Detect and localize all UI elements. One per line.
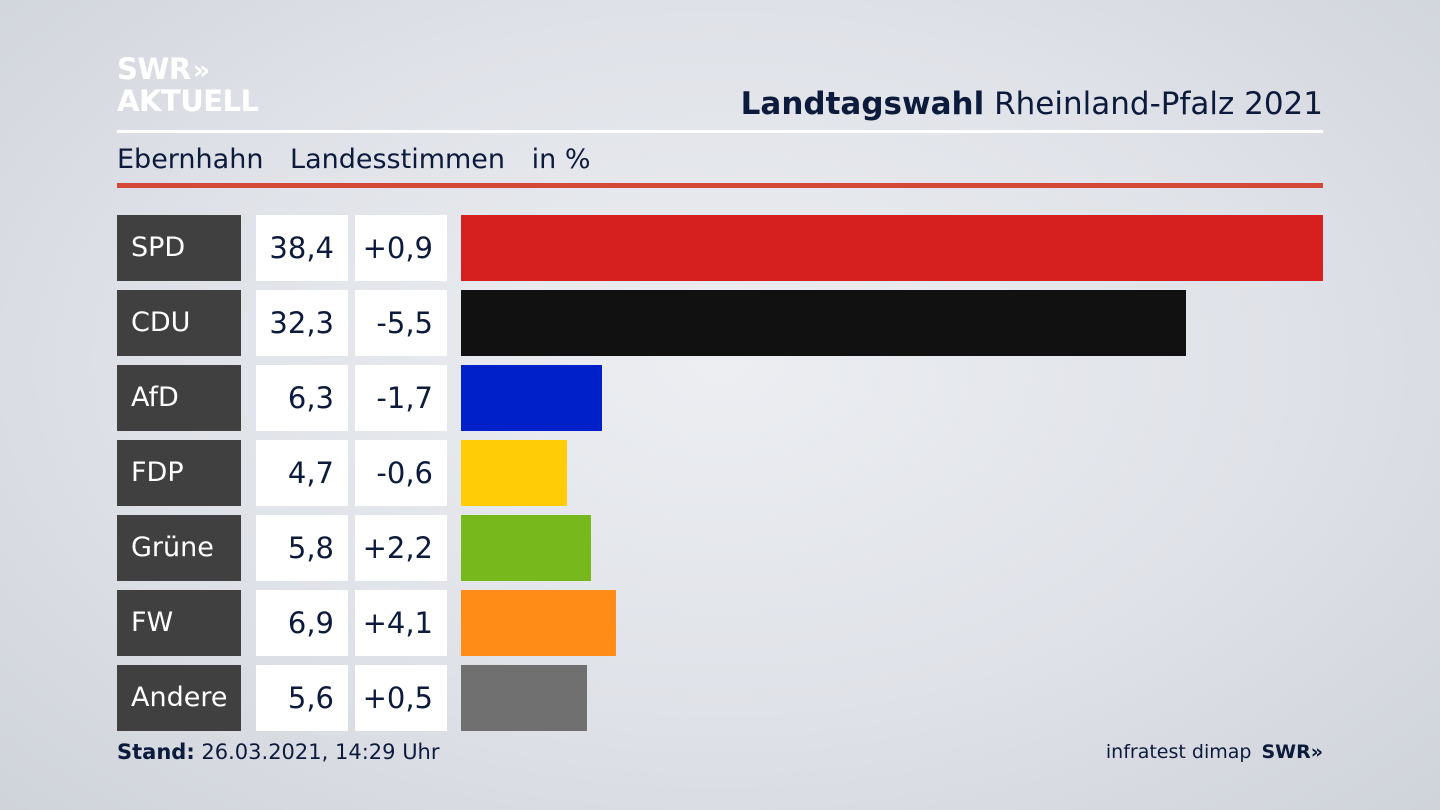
- subtitle-vote-type: Landesstimmen: [290, 144, 506, 175]
- value-label: 5,8: [256, 515, 348, 581]
- party-label: FDP: [117, 440, 241, 506]
- source-credit: infratest dimap SWR»: [1106, 741, 1323, 763]
- change-label: -1,7: [355, 365, 447, 431]
- change-label: -0,6: [355, 440, 447, 506]
- value-label: 4,7: [256, 440, 348, 506]
- brand-text: SWR: [1261, 741, 1311, 763]
- bar-row: FW 6,9 +4,1: [117, 590, 1323, 656]
- value-label: 32,3: [256, 290, 348, 356]
- timestamp-value: 26.03.2021, 14:29 Uhr: [201, 740, 440, 764]
- party-label: FW: [117, 590, 241, 656]
- change-label: +2,2: [355, 515, 447, 581]
- bar: [461, 665, 587, 731]
- value-label: 38,4: [256, 215, 348, 281]
- change-label: +0,5: [355, 665, 447, 731]
- swr-brand-logo: SWR»: [1261, 741, 1323, 763]
- title-divider: [117, 130, 1323, 133]
- party-label: Grüne: [117, 515, 241, 581]
- bar: [461, 290, 1186, 356]
- bar: [461, 590, 616, 656]
- subtitle-unit: in %: [531, 144, 591, 175]
- bar-row: AfD 6,3 -1,7: [117, 365, 1323, 431]
- swr-aktuell-logo: SWR» AKTUELL: [117, 54, 259, 117]
- bar: [461, 365, 602, 431]
- chart-subtitle: Ebernhahn Landesstimmen in %: [117, 144, 608, 175]
- change-label: +4,1: [355, 590, 447, 656]
- bar-row: FDP 4,7 -0,6: [117, 440, 1323, 506]
- subtitle-location: Ebernhahn: [117, 144, 264, 175]
- bar-row: Andere 5,6 +0,5: [117, 665, 1323, 731]
- party-label: AfD: [117, 365, 241, 431]
- bar-row: CDU 32,3 -5,5: [117, 290, 1323, 356]
- source-text: infratest dimap: [1105, 741, 1252, 763]
- chart-title-bold: Landtagswahl: [740, 86, 985, 122]
- chart-title-rest: Rheinland-Pfalz 2021: [994, 86, 1323, 122]
- change-label: -5,5: [355, 290, 447, 356]
- value-label: 6,3: [256, 365, 348, 431]
- timestamp: Stand: 26.03.2021, 14:29 Uhr: [117, 740, 440, 764]
- party-label: CDU: [117, 290, 241, 356]
- party-label: Andere: [117, 665, 241, 731]
- party-label: SPD: [117, 215, 241, 281]
- timestamp-label: Stand:: [117, 740, 195, 764]
- bar-row: SPD 38,4 +0,9: [117, 215, 1323, 281]
- brand-arrows-icon: »: [1310, 741, 1323, 763]
- chart-title: Landtagswahl Rheinland-Pfalz 2021: [741, 86, 1323, 122]
- logo-arrows-icon: »: [192, 55, 211, 86]
- bar-row: Grüne 5,8 +2,2: [117, 515, 1323, 581]
- accent-divider: [117, 183, 1323, 188]
- change-label: +0,9: [355, 215, 447, 281]
- bar: [461, 515, 591, 581]
- bar: [461, 215, 1323, 281]
- logo-aktuell-text: AKTUELL: [117, 84, 259, 118]
- value-label: 6,9: [256, 590, 348, 656]
- value-label: 5,6: [256, 665, 348, 731]
- logo-swr-text: SWR: [117, 52, 191, 86]
- bar: [461, 440, 567, 506]
